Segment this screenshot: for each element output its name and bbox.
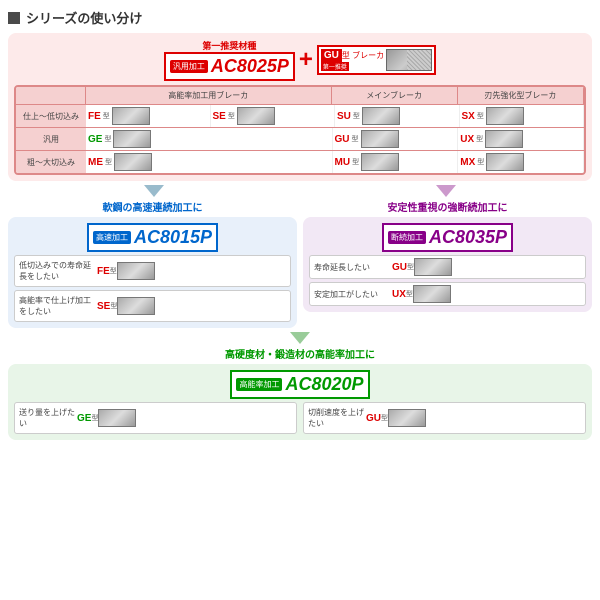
th-main: メインブレーカ xyxy=(332,87,458,104)
insert-thumb xyxy=(117,297,155,315)
insert-thumb xyxy=(485,130,523,148)
arrows-row1 xyxy=(8,185,592,199)
opt-gu3-bk: GU xyxy=(366,413,381,424)
opt-gu3-label: 切削速度を上げたい xyxy=(306,405,366,431)
insert-image xyxy=(386,49,432,71)
rec-label: 第一推奨材種 xyxy=(164,39,295,52)
title-square xyxy=(8,12,20,24)
bk-sx: SX xyxy=(462,111,475,122)
insert-thumb xyxy=(486,107,524,125)
opt-ux2-label: 安定加工がしたい xyxy=(312,287,392,302)
arrows-row2 xyxy=(8,332,592,346)
grade-ac8035p: AC8035P xyxy=(429,227,507,248)
gu-type: 型 ブレーカ xyxy=(342,51,384,60)
tag-interrupt: 断続加工 xyxy=(388,231,426,244)
row-rough-label: 粗～大切込み xyxy=(16,151,86,173)
th-edge: 刃先強化型ブレーカ xyxy=(458,87,584,104)
row-finish-label: 仕上～低切込み xyxy=(16,105,86,127)
opt-se: 高能率で仕上げ加工をしたい SE型 xyxy=(14,290,291,322)
grade-ac8015p: AC8015P xyxy=(134,227,212,248)
bk-gu: GU xyxy=(335,134,350,145)
insert-thumb xyxy=(117,262,155,280)
row-general-label: 汎用 xyxy=(16,128,86,150)
insert-thumb xyxy=(361,130,399,148)
opt-ge3: 送り量を上げたい GE型 xyxy=(14,402,297,434)
arrow-down-purple xyxy=(436,185,456,197)
breaker-table: 高能率加工用ブレーカ メインブレーカ 刃先強化型ブレーカ 仕上～低切込み FE型… xyxy=(14,85,586,175)
opt-se-label: 高能率で仕上げ加工をしたい xyxy=(17,293,97,319)
tag-highspeed: 高速加工 xyxy=(93,231,131,244)
insert-thumb xyxy=(114,153,152,171)
insert-thumb xyxy=(486,153,524,171)
insert-thumb xyxy=(361,153,399,171)
bk-ux: UX xyxy=(460,134,474,145)
section-ac8015p: 高速加工 AC8015P 低切込みでの寿命延長をしたい FE型 高能率で仕上げ加… xyxy=(8,217,297,328)
opt-se-bk: SE xyxy=(97,301,110,312)
page-title: シリーズの使い分け xyxy=(26,8,142,27)
bk-me: ME xyxy=(88,157,103,168)
grade-ac8025p: AC8025P xyxy=(211,56,289,77)
th-high-eff: 高能率加工用ブレーカ xyxy=(86,87,332,104)
grade-box-ac8035p: 断続加工 AC8035P xyxy=(382,223,513,252)
tag-general: 汎用加工 xyxy=(170,60,208,73)
opt-ge3-label: 送り量を上げたい xyxy=(17,405,77,431)
opt-ge3-bk: GE xyxy=(77,413,91,424)
bk-su: SU xyxy=(337,111,351,122)
bk-ge: GE xyxy=(88,134,102,145)
section-ac8035p: 断続加工 AC8035P 寿命延長したい GU型 安定加工がしたい UX型 xyxy=(303,217,592,312)
sec4-title: 高硬度材・鍛造材の高能率加工に xyxy=(8,346,592,361)
gu-label: GU xyxy=(321,49,342,62)
insert-thumb xyxy=(98,409,136,427)
insert-thumb xyxy=(113,130,151,148)
tag-higheff: 高能率加工 xyxy=(236,378,282,391)
arrow-down-blue xyxy=(144,185,164,197)
gu-breaker-box: GU型 ブレーカ 第一推奨 xyxy=(317,45,436,75)
opt-fe-bk: FE xyxy=(97,266,110,277)
grade-box-ac8025p: 汎用加工 AC8025P xyxy=(164,52,295,81)
grade-box-ac8020p: 高能率加工 AC8020P xyxy=(230,370,369,399)
opt-gu2-label: 寿命延長したい xyxy=(312,260,392,275)
insert-thumb xyxy=(237,107,275,125)
header: シリーズの使い分け xyxy=(8,8,592,27)
insert-thumb xyxy=(112,107,150,125)
sec3-title: 安定性重視の強断続加工に xyxy=(303,199,592,214)
section-ac8025p: 第一推奨材種 汎用加工 AC8025P + GU型 ブレーカ 第一推奨 高能率加… xyxy=(8,33,592,181)
bk-mx: MX xyxy=(460,157,475,168)
bk-se: SE xyxy=(213,111,226,122)
insert-thumb xyxy=(388,409,426,427)
opt-gu2: 寿命延長したい GU型 xyxy=(309,255,586,279)
gu-rec: 第一推奨 xyxy=(321,62,349,71)
th-blank xyxy=(16,87,86,104)
grade-ac8020p: AC8020P xyxy=(285,374,363,395)
opt-gu3: 切削速度を上げたい GU型 xyxy=(303,402,586,434)
opt-gu2-bk: GU xyxy=(392,262,407,273)
plus-icon: + xyxy=(299,46,313,74)
opt-fe: 低切込みでの寿命延長をしたい FE型 xyxy=(14,255,291,287)
section-ac8020p: 高能率加工 AC8020P 送り量を上げたい GE型 切削速度を上げたい GU型 xyxy=(8,364,592,440)
bk-mu: MU xyxy=(335,157,351,168)
insert-thumb xyxy=(362,107,400,125)
opt-fe-label: 低切込みでの寿命延長をしたい xyxy=(17,258,97,284)
grade-box-ac8015p: 高速加工 AC8015P xyxy=(87,223,218,252)
bk-fe: FE xyxy=(88,111,101,122)
opt-ux2-bk: UX xyxy=(392,289,406,300)
insert-thumb xyxy=(414,258,452,276)
sec2-title: 軟鋼の高速連続加工に xyxy=(8,199,297,214)
arrow-down-green xyxy=(290,332,310,344)
opt-ux2: 安定加工がしたい UX型 xyxy=(309,282,586,306)
insert-thumb xyxy=(413,285,451,303)
